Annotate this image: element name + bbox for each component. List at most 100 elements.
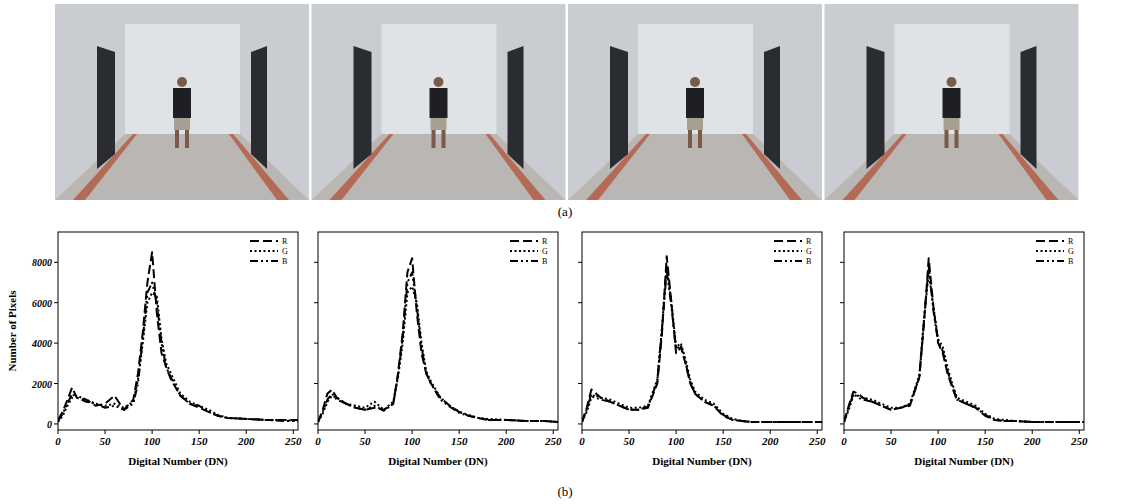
photo-floor	[568, 134, 822, 200]
photo-door	[610, 46, 628, 169]
legend-label: G	[542, 247, 548, 256]
legend-label: B	[282, 257, 287, 266]
x-tick	[318, 430, 319, 434]
x-tick-label: 100	[668, 435, 685, 447]
photo-floor	[55, 134, 309, 200]
x-tick-label: 100	[404, 435, 421, 447]
photo-person-body	[943, 88, 961, 118]
legend: RGB	[1036, 237, 1074, 266]
plot-frame	[582, 232, 822, 430]
photo-person-body	[173, 88, 191, 118]
x-tick-label: 50	[100, 435, 112, 447]
x-tick-label: 0	[315, 435, 321, 447]
x-tick	[58, 430, 59, 434]
x-tick	[105, 430, 106, 434]
x-tick	[506, 430, 507, 434]
legend-swatch	[510, 250, 538, 252]
photo-person-shorts	[431, 118, 447, 130]
y-tick	[578, 302, 582, 303]
photo-wall	[568, 4, 822, 200]
legend-label: B	[542, 257, 547, 266]
series-line	[58, 283, 298, 421]
y-tick	[54, 302, 58, 303]
photo-door	[251, 46, 267, 169]
photo-back-wall	[125, 24, 240, 134]
x-tick-label: 200	[237, 435, 255, 447]
y-axis-title: Number of Pixels	[6, 290, 18, 372]
legend: RGB	[774, 237, 812, 266]
legend-swatch	[250, 250, 278, 252]
series-line	[844, 266, 1084, 422]
y-tick	[314, 302, 318, 303]
legend-label: G	[282, 247, 288, 256]
x-tick	[553, 430, 554, 434]
photo-person-shorts	[687, 118, 703, 130]
y-tick	[314, 262, 318, 263]
x-tick-label: 150	[451, 435, 468, 447]
x-tick-label: 150	[191, 435, 208, 447]
y-tick	[578, 423, 582, 424]
histogram-panel: 05010015020025002000400060008000Digital …	[6, 232, 302, 468]
x-tick	[938, 430, 939, 434]
y-tick-label: 4000	[31, 338, 52, 349]
x-tick	[365, 430, 366, 434]
y-tick	[840, 383, 844, 384]
x-tick	[817, 430, 818, 434]
photo-person-leg	[432, 130, 436, 148]
y-tick	[314, 383, 318, 384]
x-tick	[844, 430, 845, 434]
plot-area	[58, 252, 298, 422]
x-tick	[293, 430, 294, 434]
photo-floor	[825, 134, 1079, 200]
photo-door	[508, 46, 524, 169]
x-tick-label: 50	[360, 435, 372, 447]
photo-door	[97, 46, 115, 169]
legend-swatch	[250, 240, 278, 242]
series-line	[318, 258, 558, 422]
legend-swatch	[510, 240, 538, 242]
x-tick	[152, 430, 153, 434]
x-axis-title: Digital Number (DN)	[652, 455, 752, 468]
x-tick-label: 0	[55, 435, 61, 447]
x-tick	[723, 430, 724, 434]
y-tick	[840, 302, 844, 303]
plot-area	[582, 256, 822, 422]
series-line	[318, 287, 558, 422]
legend-swatch	[1036, 240, 1064, 242]
series-line	[844, 272, 1084, 422]
x-tick-label: 100	[144, 435, 161, 447]
photo-person-shorts	[174, 118, 190, 130]
plot-area	[844, 258, 1084, 422]
x-tick	[1032, 430, 1033, 434]
photo-person-leg	[698, 130, 702, 148]
y-tick	[314, 343, 318, 344]
x-tick-label: 150	[715, 435, 732, 447]
y-tick	[54, 383, 58, 384]
x-tick	[629, 430, 630, 434]
legend-label: B	[1068, 257, 1073, 266]
photo	[312, 4, 566, 200]
x-tick-label: 250	[1070, 435, 1088, 447]
legend-label: R	[542, 237, 548, 246]
y-tick	[54, 423, 58, 424]
y-tick	[578, 343, 582, 344]
y-tick	[840, 343, 844, 344]
series-line	[318, 272, 558, 422]
photo-person-body	[430, 88, 448, 118]
y-tick-label: 0	[47, 419, 52, 430]
photo-person-shorts	[944, 118, 960, 130]
series-line	[582, 270, 822, 422]
legend-swatch	[250, 260, 278, 262]
legend-swatch	[510, 260, 538, 262]
x-tick-label: 50	[624, 435, 636, 447]
photo-door	[1021, 46, 1037, 169]
photo-person-head	[947, 77, 957, 87]
y-tick	[840, 262, 844, 263]
y-tick	[54, 343, 58, 344]
x-axis-title: Digital Number (DN)	[128, 455, 228, 468]
x-tick	[891, 430, 892, 434]
y-tick-label: 6000	[32, 298, 52, 309]
panel-label: (a)	[558, 204, 572, 219]
legend: RGB	[250, 237, 288, 266]
legend-swatch	[1036, 250, 1064, 252]
